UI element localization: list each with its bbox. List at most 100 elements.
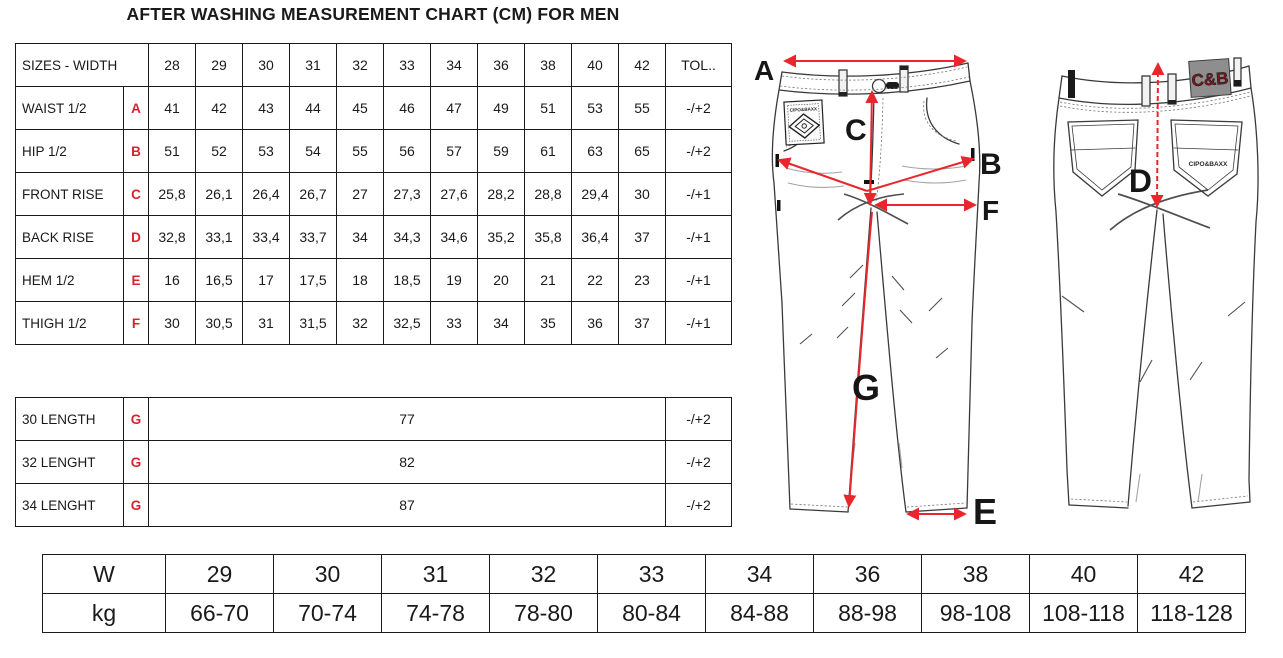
measure-value: 63 [571, 129, 619, 173]
length-value: 87 [148, 483, 666, 527]
measure-value: 53 [242, 129, 290, 173]
measure-value: 33 [430, 301, 478, 345]
measure-letter: B [123, 129, 149, 173]
size-column-header: 36 [477, 43, 525, 87]
kg-range-cell: 74-78 [381, 593, 490, 633]
measurement-row: WAIST 1/2 A 41 42 43 44 45 46 47 49 51 53 55 -/+2 [15, 86, 732, 130]
weight-table-body: W 29 30 31 32 33 34 36 38 40 42 kg 66-70 70-74 74-78 78… [42, 554, 1246, 633]
measure-value: 34 [336, 215, 384, 259]
weight-table: W 29 30 31 32 33 34 36 38 40 42 kg 66-70 70-74 74-78 78… [42, 554, 1246, 633]
measure-value: 27,3 [383, 172, 431, 216]
size-column-header: 40 [571, 43, 619, 87]
measure-value: 57 [430, 129, 478, 173]
measure-label: WAIST 1/2 [15, 86, 124, 130]
measure-label: HIP 1/2 [15, 129, 124, 173]
measure-value: 33,1 [195, 215, 243, 259]
measure-value: 20 [477, 258, 525, 302]
measure-value: 29,4 [571, 172, 619, 216]
measure-value: 32 [336, 301, 384, 345]
measure-value: 26,7 [289, 172, 337, 216]
measure-value: 45 [336, 86, 384, 130]
measure-value: 26,1 [195, 172, 243, 216]
measure-value: 33,4 [242, 215, 290, 259]
measure-value: 54 [289, 129, 337, 173]
measure-letter: F [123, 301, 149, 345]
measure-value: 27 [336, 172, 384, 216]
arrow-g-inseam [843, 211, 873, 508]
measure-tolerance: -/+2 [665, 86, 732, 130]
measure-value: 56 [383, 129, 431, 173]
back-jeans-outline [1053, 57, 1259, 509]
measure-value: 36 [571, 301, 619, 345]
measure-value: 31,5 [289, 301, 337, 345]
measure-letter: A [123, 86, 149, 130]
measure-value: 28,2 [477, 172, 525, 216]
measure-value: 18,5 [383, 258, 431, 302]
length-value: 82 [148, 440, 666, 484]
width-size-cell: 42 [1137, 554, 1246, 594]
measurement-row: HEM 1/2 E 16 16,5 17 17,5 18 18,5 19 20 21 22 23 -/+1 [15, 258, 732, 302]
measure-tolerance: -/+1 [665, 215, 732, 259]
size-column-header: 30 [242, 43, 290, 87]
length-tolerance: -/+2 [665, 483, 732, 527]
length-tolerance: -/+2 [665, 397, 732, 441]
measure-value: 30 [148, 301, 196, 345]
jeans-front-view-diagram: CIPO&BAXX A C B F G E [754, 54, 1002, 532]
front-brand-patch: CIPO&BAXX [783, 99, 825, 146]
measure-tolerance: -/+1 [665, 258, 732, 302]
measure-value: 51 [148, 129, 196, 173]
size-column-header: 28 [148, 43, 196, 87]
kg-range-cell: 78-80 [489, 593, 598, 633]
measure-tolerance: -/+2 [665, 129, 732, 173]
page-title: AFTER WASHING MEASUREMENT CHART (CM) FOR… [126, 4, 620, 24]
kg-row: kg 66-70 70-74 74-78 78-80 80-84 84-88 88-98 98-… [42, 593, 1246, 633]
kg-range-cell: 118-128 [1137, 593, 1246, 633]
width-size-cell: 34 [705, 554, 814, 594]
arrow-b-hip-right [866, 155, 975, 192]
measure-value: 43 [242, 86, 290, 130]
length-row: 34 LENGHT G 87 -/+2 [15, 483, 732, 527]
measure-letter: C [123, 172, 149, 216]
measurement-table-body: SIZES - WIDTH 28 29 30 31 32 33 34 36 38 40 42 TOL..… [15, 43, 732, 345]
measure-value: 27,6 [430, 172, 478, 216]
measurement-row: THIGH 1/2 F 30 30,5 31 31,5 32 32,5 33 34 35 36 37 -/… [15, 301, 732, 345]
length-row: 32 LENGHT G 82 -/+2 [15, 440, 732, 484]
arrow-c-front-rise [863, 90, 879, 206]
tolerance-column-header: TOL.. [665, 43, 732, 87]
measure-value: 26,4 [242, 172, 290, 216]
back-patch-brand-text: C&B [1191, 69, 1229, 91]
back-measurement-arrows [1150, 62, 1165, 208]
measure-value: 28,8 [524, 172, 572, 216]
length-value: 77 [148, 397, 666, 441]
width-size-cell: 32 [489, 554, 598, 594]
measure-value: 17 [242, 258, 290, 302]
measure-value: 18 [336, 258, 384, 302]
measure-label: BACK RISE [15, 215, 124, 259]
front-label-b: B [980, 148, 1002, 181]
length-letter: G [123, 397, 149, 441]
front-label-a: A [754, 55, 774, 86]
front-patch-brand-text: CIPO&BAXX [790, 106, 818, 112]
measure-value: 36,4 [571, 215, 619, 259]
size-column-header: 31 [289, 43, 337, 87]
measure-letter: D [123, 215, 149, 259]
width-size-cell: 40 [1029, 554, 1138, 594]
size-column-header: 34 [430, 43, 478, 87]
measure-value: 30,5 [195, 301, 243, 345]
back-label-d: D [1129, 163, 1152, 199]
width-size-cell: 36 [813, 554, 922, 594]
length-label: 30 LENGTH [15, 397, 124, 441]
measure-value: 16,5 [195, 258, 243, 302]
kg-range-cell: 84-88 [705, 593, 814, 633]
measure-value: 65 [618, 129, 666, 173]
measure-value: 46 [383, 86, 431, 130]
kg-range-cell: 88-98 [813, 593, 922, 633]
arrow-b-hip-left [777, 157, 868, 192]
length-label: 34 LENGHT [15, 483, 124, 527]
measure-value: 44 [289, 86, 337, 130]
measure-label: HEM 1/2 [15, 258, 124, 302]
back-brand-patch: C&B [1188, 58, 1232, 98]
length-table: 30 LENGTH G 77 -/+2 32 LENGHT G 82 -/+2 34 LENGH… [15, 397, 732, 527]
measure-value: 53 [571, 86, 619, 130]
front-label-c: C [845, 114, 867, 147]
